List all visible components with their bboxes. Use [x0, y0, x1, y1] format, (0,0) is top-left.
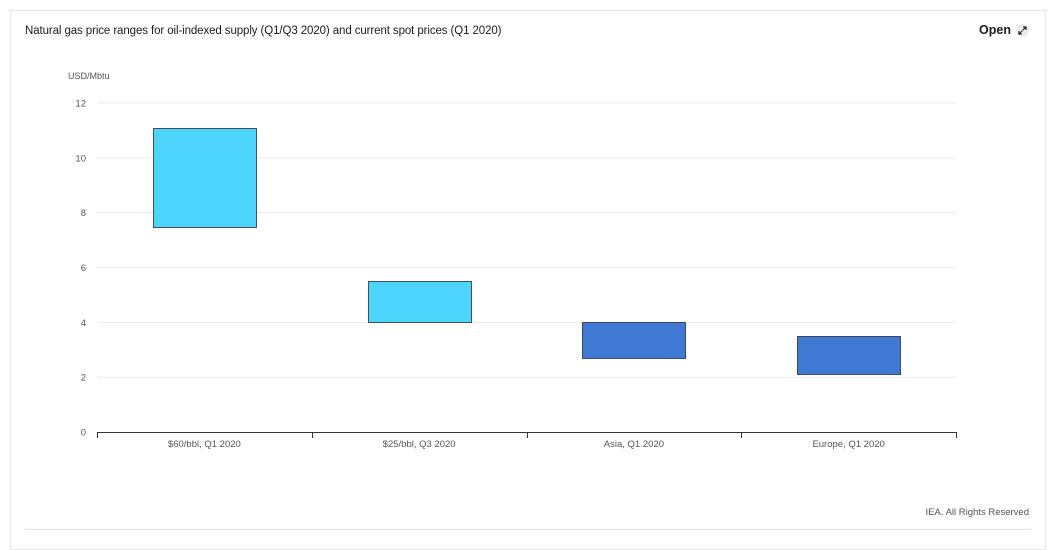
range-bars: [153, 128, 901, 375]
x-tick-label: Europe, Q1 2020: [812, 439, 884, 450]
y-axis-unit-label: USD/Mbtu: [68, 71, 110, 81]
x-tick-label: Asia, Q1 2020: [604, 439, 664, 450]
y-tick-label: 4: [81, 318, 86, 329]
range-bar[interactable]: [368, 281, 472, 323]
y-tick-label: 6: [81, 263, 86, 274]
chart-card: Natural gas price ranges for oil-indexed…: [10, 10, 1046, 550]
y-tick-label: 2: [81, 373, 86, 384]
x-tick-label: $25/bbl, Q3 2020: [383, 439, 456, 450]
range-bar[interactable]: [797, 336, 901, 375]
gridlines: [97, 102, 956, 378]
y-tick-label: 10: [75, 153, 86, 164]
y-tick-label: 0: [81, 428, 86, 439]
x-axis: [97, 432, 957, 438]
x-tick-label: $60/bbl, Q1 2020: [168, 439, 241, 450]
range-bar[interactable]: [582, 322, 686, 359]
copyright-credit: IEA. All Rights Reserved: [925, 507, 1030, 518]
y-tick-label: 12: [75, 99, 86, 110]
y-tick-label: 8: [81, 208, 86, 219]
chart-title: Natural gas price ranges for oil-indexed…: [25, 25, 502, 37]
bottom-divider: [25, 529, 1031, 530]
open-button-label: Open: [979, 23, 1011, 37]
open-button[interactable]: Open: [979, 23, 1029, 37]
x-axis-labels: $60/bbl, Q1 2020 $25/bbl, Q3 2020 Asia, Q1…: [168, 439, 885, 450]
expand-arrows-icon: [1016, 23, 1029, 37]
range-bar[interactable]: [153, 128, 257, 228]
range-bar-chart: USD/Mbtu 0 2 4 6 8 10 12 $60/bbl, Q1 2020 $25/b…: [68, 71, 957, 450]
y-axis-ticks: 0 2 4 6 8 10 12: [75, 99, 86, 439]
